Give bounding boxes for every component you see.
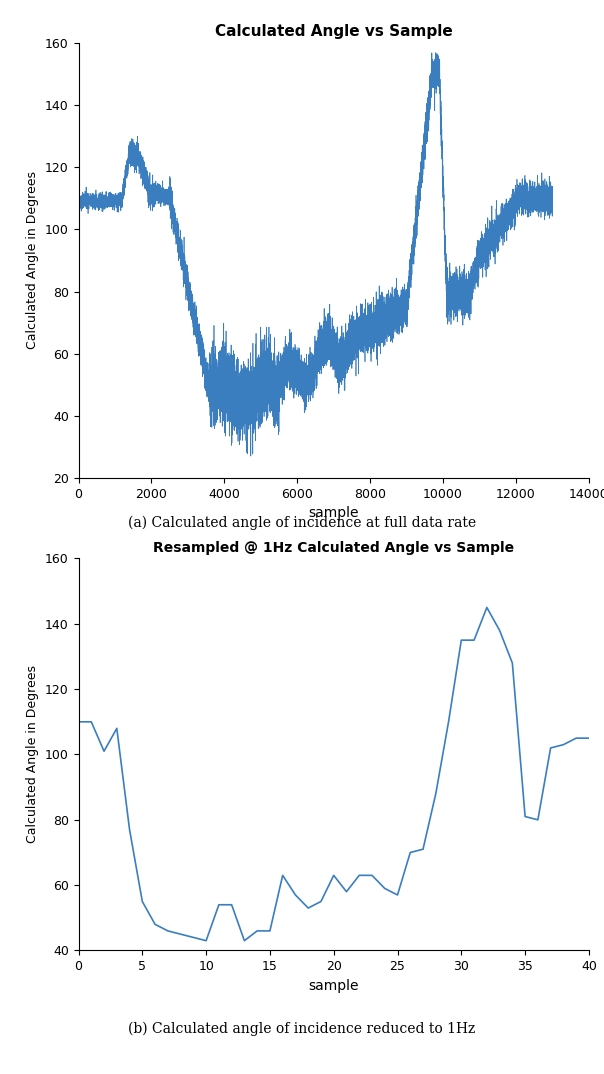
Title: Calculated Angle vs Sample: Calculated Angle vs Sample bbox=[215, 24, 452, 39]
X-axis label: sample: sample bbox=[309, 506, 359, 520]
Y-axis label: Calculated Angle in Degrees: Calculated Angle in Degrees bbox=[27, 666, 39, 843]
Text: (a) Calculated angle of incidence at full data rate: (a) Calculated angle of incidence at ful… bbox=[128, 516, 476, 531]
Title: Resampled @ 1Hz Calculated Angle vs Sample: Resampled @ 1Hz Calculated Angle vs Samp… bbox=[153, 540, 514, 554]
X-axis label: sample: sample bbox=[309, 978, 359, 992]
Y-axis label: Calculated Angle in Degrees: Calculated Angle in Degrees bbox=[27, 172, 39, 349]
Text: (b) Calculated angle of incidence reduced to 1Hz: (b) Calculated angle of incidence reduce… bbox=[129, 1021, 475, 1036]
